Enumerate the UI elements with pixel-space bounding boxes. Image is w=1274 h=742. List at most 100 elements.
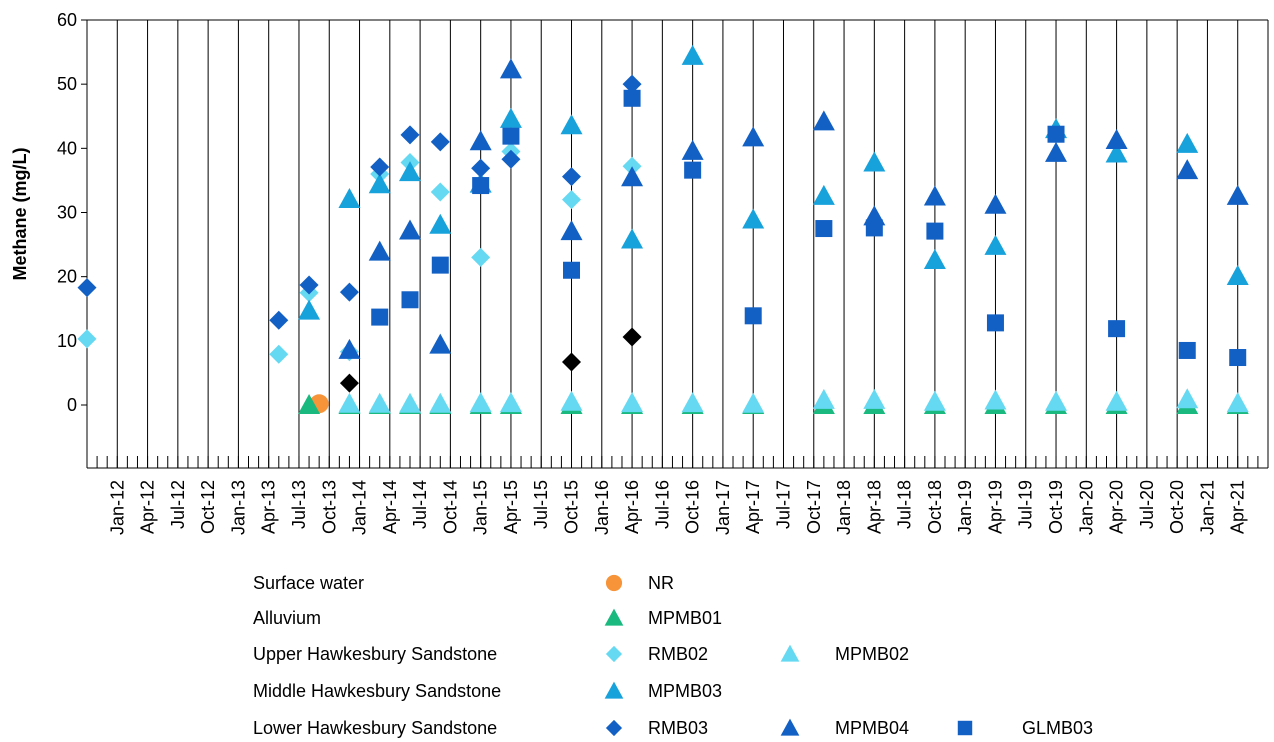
data-point [562, 167, 582, 187]
data-point [370, 157, 390, 177]
x-tick-label: Oct-17 [804, 480, 824, 534]
data-point [499, 58, 522, 79]
data-point [622, 327, 642, 347]
series-glmb03 [371, 89, 1247, 367]
legend-marker [605, 574, 623, 592]
series-mpmb03 [298, 44, 1249, 320]
data-point [560, 220, 583, 241]
data-point [1105, 142, 1128, 163]
legend-marker [780, 644, 800, 662]
legend-series-label: RMB03 [648, 718, 708, 738]
data-point [621, 392, 644, 413]
x-tick-label: Jul-14 [410, 480, 430, 529]
data-point [298, 394, 321, 414]
data-point [469, 130, 492, 151]
series-mpmb02 [338, 388, 1249, 413]
legend-group-label: Lower Hawkesbury Sandstone [253, 718, 497, 738]
data-point [430, 132, 450, 152]
data-point [338, 188, 361, 209]
data-point [501, 149, 521, 169]
x-tick-label: Jul-16 [652, 480, 672, 529]
x-tick-label: Jul-18 [895, 480, 915, 529]
data-point [401, 291, 419, 309]
legend-marker [604, 681, 624, 699]
data-point [431, 256, 449, 274]
data-point [560, 390, 583, 411]
x-tick-label: Jan-15 [471, 480, 491, 535]
x-tick-label: Oct-12 [198, 480, 218, 534]
y-tick-label: 60 [57, 10, 77, 30]
x-tick-label: Jan-12 [107, 480, 127, 535]
data-point [923, 248, 946, 269]
legend: Surface water NR Alluvium MPMB01 Upper Hawke… [253, 573, 1093, 738]
data-point [812, 388, 835, 409]
x-tick-label: Oct-19 [1046, 480, 1066, 534]
data-point [812, 184, 835, 205]
x-tick-label: Apr-19 [985, 480, 1005, 534]
legend-marker [780, 718, 800, 736]
data-point [368, 392, 391, 413]
legend-series-label: MPMB03 [648, 681, 722, 701]
data-point [622, 74, 642, 94]
data-point [430, 182, 450, 202]
y-tick-label: 10 [57, 331, 77, 351]
data-point [429, 213, 452, 234]
data-point [1176, 159, 1199, 180]
x-tick-label: Jul-19 [1016, 480, 1036, 529]
x-tick-label: Jan-18 [834, 480, 854, 535]
data-point [399, 392, 422, 413]
legend-series-label: MPMB01 [648, 608, 722, 628]
x-tick-label: Jan-21 [1197, 480, 1217, 535]
legend-group-label: Surface water [253, 573, 364, 593]
series-unlabelled [339, 327, 642, 393]
data-point [469, 392, 492, 413]
x-tick-label: Apr-21 [1228, 480, 1248, 534]
legend-series-label: NR [648, 573, 674, 593]
data-point [621, 228, 644, 249]
data-point [744, 307, 762, 325]
data-point [562, 352, 582, 372]
legend-marker [604, 608, 624, 626]
x-tick-label: Apr-12 [138, 480, 158, 534]
data-point [368, 240, 391, 261]
x-tick-label: Apr-13 [259, 480, 279, 534]
data-point [499, 392, 522, 413]
x-tick-label: Jul-12 [168, 480, 188, 529]
y-tick-label: 0 [67, 395, 77, 415]
x-tick-label: Jan-19 [955, 480, 975, 535]
data-point [399, 161, 422, 182]
legend-group-label: Upper Hawkesbury Sandstone [253, 644, 497, 664]
data-point [563, 261, 581, 279]
data-point [339, 282, 359, 302]
data-point [338, 392, 361, 413]
x-tick-label: Jul-15 [531, 480, 551, 529]
data-point [923, 390, 946, 411]
data-point [812, 110, 835, 131]
data-point [1045, 390, 1068, 411]
series-rmb03 [77, 74, 642, 330]
data-point [502, 127, 520, 145]
data-point [863, 151, 886, 172]
y-tick-label: 50 [57, 74, 77, 94]
data-point [339, 373, 359, 393]
data-point [984, 234, 1007, 255]
data-point [863, 388, 886, 409]
data-point [742, 126, 765, 147]
data-points [77, 44, 1249, 414]
data-point [1229, 349, 1247, 367]
data-point [621, 166, 644, 187]
data-point [923, 185, 946, 206]
y-tick-label: 20 [57, 267, 77, 287]
legend-marker [605, 645, 623, 663]
y-tick-label: 40 [57, 138, 77, 158]
data-point [1047, 125, 1065, 143]
data-point [865, 219, 883, 237]
legend-marker [957, 720, 973, 736]
data-point [472, 177, 490, 195]
data-point [299, 275, 319, 295]
x-tick-label: Jan-20 [1076, 480, 1096, 535]
data-point [269, 344, 289, 364]
data-point [815, 220, 833, 238]
data-point [1178, 341, 1196, 359]
data-point [429, 392, 452, 413]
